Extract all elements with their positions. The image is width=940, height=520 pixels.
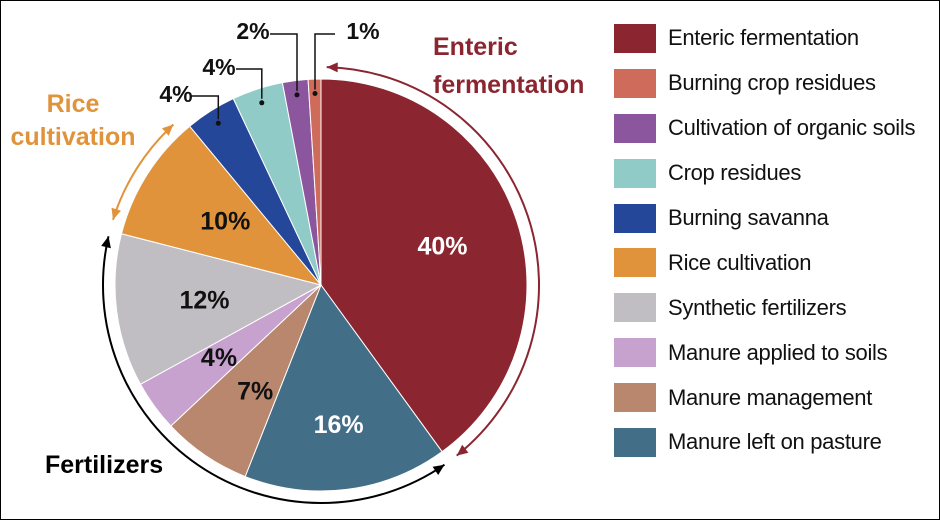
- slice-value-label-manure-left-on-pasture: 16%: [314, 411, 364, 439]
- legend-label-burning-savanna: Burning savanna: [668, 205, 829, 230]
- legend-swatch-cultivation-of-organic-soils: [614, 113, 656, 143]
- leader-lines: [191, 33, 335, 126]
- slice-labels: 40%16%7%4%12%10%4%4%2% 1%: [159, 18, 467, 439]
- leader-line-cultivation-of-organic-soils: [270, 33, 298, 91]
- slice-enteric-fermentation: [320, 78, 528, 453]
- slice-rice-cultivation: [120, 125, 323, 286]
- legend-label-cultivation-of-organic-soils: Cultivation of organic soils: [668, 115, 916, 141]
- legend-swatch-crop-residues: [614, 158, 656, 188]
- slice-value-label-synthetic-fertilizers: 12%: [179, 287, 229, 315]
- legend-item-crop-residues: Crop residues: [614, 151, 934, 196]
- pie-slices: [114, 78, 528, 492]
- legend-item-synthetic-fertilizers: Synthetic fertilizers: [614, 285, 934, 330]
- legend-label-manure-applied-to-soils: Manure applied to soils: [668, 339, 888, 365]
- fertilizers-arrow-start: [432, 464, 445, 475]
- slice-synthetic-fertilizers: [114, 233, 323, 385]
- annotation-arcs: [101, 62, 540, 504]
- legend-item-manure-management: Manure management: [614, 375, 934, 420]
- fertilizers-arc: [101, 236, 446, 504]
- slice-value-label-burning-savanna: 4%: [159, 81, 192, 107]
- leader-line-crop-residues: [236, 68, 263, 99]
- callout-rice-cultivation: Rice cultivation: [10, 90, 135, 151]
- legend-swatch-burning-crop-residues: [614, 68, 656, 98]
- legend: Enteric fermentation Burning crop residue…: [614, 16, 934, 465]
- slice-value-label-manure-management: 7%: [237, 378, 273, 406]
- legend-swatch-manure-left-on-pasture: [614, 427, 656, 457]
- rice-cultivation-arrow-end: [162, 124, 174, 136]
- slice-manure-left-on-pasture: [244, 283, 443, 492]
- callout-fertilizers: Fertilizers: [45, 451, 163, 479]
- slice-value-label-rice-cultivation: 10%: [200, 207, 250, 235]
- legend-label-crop-residues: Crop residues: [668, 160, 802, 186]
- leader-dot-burning-crop-residues: [312, 91, 318, 96]
- leader-dot-cultivation-of-organic-soils: [294, 92, 300, 98]
- callout-enteric-fermentation: Enteric fermentation: [433, 33, 584, 99]
- rice-cultivation-arrow-start: [111, 207, 121, 220]
- legend-label-enteric-fermentation: Enteric fermentation: [668, 25, 859, 51]
- legend-swatch-rice-cultivation: [614, 248, 656, 278]
- leader-dot-burning-savanna: [215, 120, 221, 126]
- fertilizers-arrow-end: [101, 236, 111, 249]
- legend-label-manure-left-on-pasture: Manure left on pasture: [668, 429, 882, 455]
- slice-value-label-manure-applied-to-soils: 4%: [201, 344, 237, 372]
- callout-annotations: Enteric fermentation Rice cultivation Fertil…: [10, 33, 584, 479]
- legend-item-cultivation-of-organic-soils: Cultivation of organic soils: [614, 106, 934, 151]
- rice-cultivation-arc: [112, 123, 175, 221]
- legend-item-burning-savanna: Burning savanna: [614, 196, 934, 241]
- legend-item-enteric-fermentation: Enteric fermentation: [614, 16, 934, 61]
- legend-item-manure-applied-to-soils: Manure applied to soils: [614, 330, 934, 375]
- legend-item-manure-left-on-pasture: Manure left on pasture: [614, 420, 934, 465]
- enteric-fermentation-arrow-start: [326, 62, 338, 73]
- legend-label-burning-crop-residues: Burning crop residues: [668, 70, 876, 96]
- legend-label-synthetic-fertilizers: Synthetic fertilizers: [668, 294, 847, 320]
- slice-value-label-enteric-fermentation: 40%: [417, 233, 467, 261]
- leader-line-burning-savanna: [191, 95, 220, 120]
- legend-swatch-manure-management: [614, 383, 656, 413]
- enteric-fermentation-arc: [326, 66, 540, 457]
- slice-value-label-cultivation-of-organic-soils: 2%: [236, 18, 269, 44]
- enteric-fermentation-arrow-end: [456, 444, 469, 456]
- legend-label-manure-management: Manure management: [668, 384, 873, 410]
- legend-swatch-burning-savanna: [614, 203, 656, 233]
- legend-item-rice-cultivation: Rice cultivation: [614, 240, 934, 285]
- leader-dot-crop-residues: [259, 100, 265, 106]
- legend-item-burning-crop-residues: Burning crop residues: [614, 61, 934, 106]
- legend-label-rice-cultivation: Rice cultivation: [668, 249, 812, 275]
- legend-swatch-synthetic-fertilizers: [614, 293, 656, 323]
- slice-value-label-crop-residues: 4%: [202, 54, 235, 80]
- legend-swatch-manure-applied-to-soils: [614, 338, 656, 368]
- leader-line-burning-crop-residues: [314, 33, 335, 90]
- slice-value-label-burning-crop-residues: 1%: [346, 18, 379, 44]
- legend-swatch-enteric-fermentation: [614, 23, 656, 53]
